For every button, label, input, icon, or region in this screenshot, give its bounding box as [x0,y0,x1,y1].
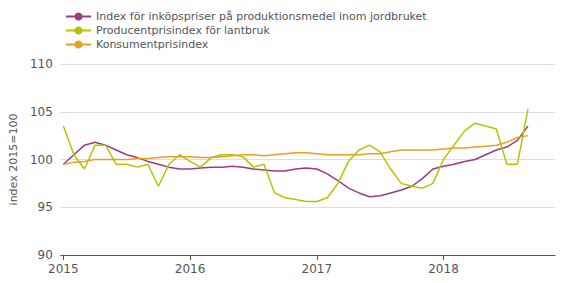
svg-text:Konsumentprisindex: Konsumentprisindex [96,38,209,51]
svg-text:95: 95 [38,200,53,214]
svg-text:105: 105 [30,105,53,119]
svg-text:2018: 2018 [428,262,459,276]
svg-text:90: 90 [38,248,53,262]
svg-text:110: 110 [30,57,53,71]
svg-text:index 2015=100: index 2015=100 [7,114,20,206]
svg-text:Producentprisindex för lantbru: Producentprisindex för lantbruk [96,24,271,37]
svg-text:2015: 2015 [48,262,79,276]
svg-text:2017: 2017 [301,262,332,276]
svg-text:100: 100 [30,153,53,167]
svg-text:2016: 2016 [175,262,206,276]
svg-text:Index för inköpspriser på prod: Index för inköpspriser på produktionsmed… [96,10,427,23]
